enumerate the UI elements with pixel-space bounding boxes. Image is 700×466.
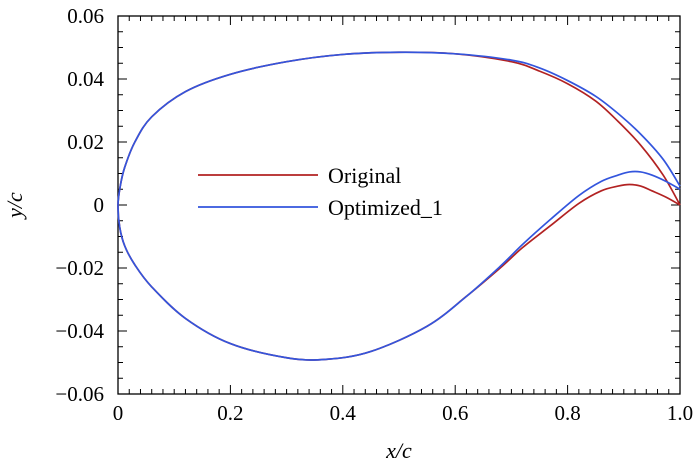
axis-labels: x/c y/c <box>2 192 412 463</box>
x-tick-label: 0.6 <box>442 401 468 425</box>
series-group <box>117 51 681 361</box>
y-tick-label: 0.04 <box>67 67 104 91</box>
legend: Original Optimized_1 <box>198 163 443 220</box>
x-tick-label: 0.2 <box>217 401 243 425</box>
y-tick-label: −0.02 <box>55 256 104 280</box>
x-tick-label: 1.0 <box>667 401 693 425</box>
x-tick-label: 0 <box>113 401 124 425</box>
x-tick-label: 0.4 <box>330 401 357 425</box>
axes: 0 0.2 0.4 0.6 0.8 1.0 −0.06 −0.04 −0.02 0 0.02 0.04… <box>55 4 693 425</box>
y-axis-label: y/c <box>2 192 27 220</box>
y-tick-label: −0.06 <box>55 382 104 406</box>
x-axis-label: x/c <box>385 438 412 463</box>
y-tick-label: 0.06 <box>67 4 104 28</box>
series-line-optimized-1 <box>117 51 681 361</box>
x-tick-label: 0.8 <box>554 401 580 425</box>
legend-label-original: Original <box>328 163 401 188</box>
y-tick-label: −0.04 <box>55 319 104 343</box>
legend-label-optimized-1: Optimized_1 <box>328 195 443 220</box>
y-tick-label: 0 <box>94 193 105 217</box>
y-tick-label: 0.02 <box>67 130 104 154</box>
